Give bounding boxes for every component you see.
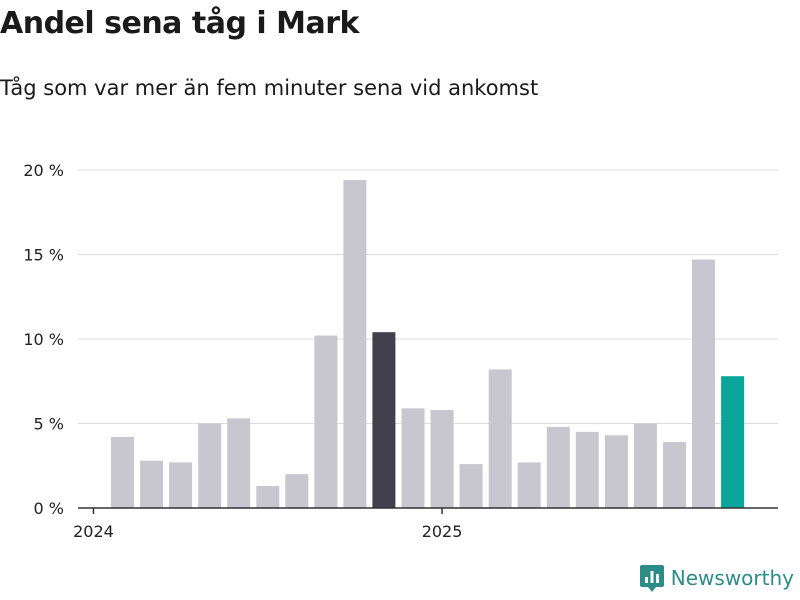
bar-2024-03 [140, 460, 164, 508]
y-axis-ticks: 0 % 5 % 10 % 15 % 20 % [23, 161, 64, 518]
bar-2024-06 [227, 418, 251, 508]
y-tick-label: 20 % [23, 161, 64, 180]
bar-2025-07 [604, 435, 628, 508]
y-tick-label: 0 % [34, 499, 64, 518]
bar-2025-03 [488, 369, 512, 508]
bar-2025-01 [430, 410, 454, 508]
bar-2025-10 [692, 259, 715, 508]
bar-2024-05 [198, 423, 222, 508]
bar-2025-02 [459, 464, 483, 508]
y-tick-label: 10 % [23, 330, 64, 349]
brand: Newsworthy [639, 563, 794, 593]
bar-2025-06 [575, 431, 599, 508]
bar-2024-09 [314, 335, 338, 508]
bar-2025-11 [721, 376, 745, 508]
x-tick-label: 2024 [73, 522, 114, 541]
x-axis-ticks: 2024 2025 [73, 508, 462, 541]
bar-2025-05 [546, 426, 570, 508]
bar-2024-11 [372, 332, 396, 508]
bar-2024-04 [169, 462, 193, 508]
bar-2024-02 [111, 437, 134, 508]
chart-title: Andel sena tåg i Mark [0, 6, 359, 41]
chart-subtitle: Tåg som var mer än fem minuter sena vid … [0, 76, 539, 100]
bar-2024-08 [285, 474, 309, 508]
bar-2025-08 [633, 423, 657, 508]
bar-2025-04 [517, 462, 541, 508]
y-tick-label: 15 % [23, 246, 64, 265]
bar-2024-07 [256, 486, 280, 508]
newsworthy-logo-icon [639, 565, 664, 592]
bar-chart: 0 % 5 % 10 % 15 % 20 % 2024 2025 [23, 161, 778, 541]
bar-2025-09 [663, 442, 686, 508]
x-tick-label: 2025 [422, 522, 463, 541]
brand-name: Newsworthy [670, 566, 794, 590]
gridlines [78, 169, 778, 424]
y-tick-label: 5 % [34, 415, 64, 434]
bars [111, 180, 745, 508]
bar-2024-12 [401, 408, 425, 508]
bar-2024-10 [343, 180, 367, 508]
